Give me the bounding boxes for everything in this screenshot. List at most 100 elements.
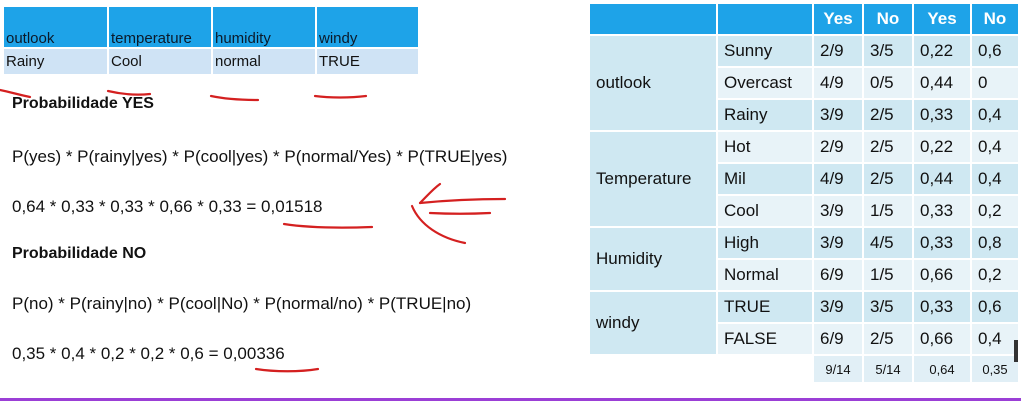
probability-cell: 3/9	[812, 98, 864, 132]
instance-header-outlook: outlook	[4, 7, 109, 48]
attribute-cell: outlook	[588, 34, 718, 132]
header-yes-prob: Yes	[912, 2, 972, 36]
table-row: windy TRUE 3/9 3/5 0,33 0,6	[588, 290, 1020, 356]
table-row: Temperature Hot 2/9 2/5 0,22 0,4	[588, 130, 1020, 228]
attribute-cell: Humidity	[588, 226, 718, 292]
probability-cell: 4/9	[812, 66, 864, 100]
no-heading: Probabilidade NO	[12, 245, 147, 262]
instance-table: outlook temperature humidity windy Rainy…	[4, 7, 420, 74]
probability-cell: 0,33	[912, 194, 972, 228]
probability-cell: 6/9	[812, 258, 864, 292]
value-label-cell: Overcast	[716, 66, 814, 100]
value-label-cell: Sunny	[716, 34, 814, 68]
underline-no-result	[254, 367, 320, 373]
arrow-shaft	[418, 197, 507, 205]
instance-value-outlook: Rainy	[4, 47, 109, 74]
probability-cell: 2/5	[862, 162, 914, 196]
probability-cell: 0,22	[912, 130, 972, 164]
table-row: Overcast 4/9 0/5 0,44 0	[589, 66, 1020, 100]
probability-cell: 2/5	[862, 130, 914, 164]
probability-cell: 0/5	[862, 66, 914, 100]
yes-calculation: 0,64 * 0,33 * 0,33 * 0,66 * 0,33 = 0,015…	[12, 197, 323, 216]
probability-cell: 3/5	[862, 290, 914, 324]
bottom-accent-bar	[0, 398, 1021, 401]
arrow-head-top	[418, 182, 442, 205]
total-yes-count: 9/14	[812, 354, 864, 384]
probability-cell: 0,4	[970, 130, 1020, 164]
table-row: Cool 3/9 1/5 0,33 0,2	[589, 194, 1020, 228]
probability-cell: 3/9	[812, 226, 864, 260]
instance-header-humidity: humidity	[212, 7, 317, 48]
table-row: outlook Sunny 2/9 3/5 0,22 0,6	[588, 34, 1020, 132]
no-formula: P(no) * P(rainy|no) * P(cool|No) * P(nor…	[12, 294, 472, 313]
yes-heading: Probabilidade YES	[12, 95, 154, 112]
value-label-cell: Mil	[716, 162, 814, 196]
attribute-cell: Temperature	[588, 130, 718, 228]
total-yes-prob: 0,64	[912, 354, 972, 384]
table-row: Normal 6/9 1/5 0,66 0,2	[589, 258, 1020, 292]
probability-cell: 1/5	[862, 194, 914, 228]
probability-cell: 0,6	[970, 34, 1020, 68]
underline-yes-result	[282, 222, 374, 229]
probability-cell: 0	[970, 66, 1020, 100]
probability-cell: 0,4	[970, 162, 1020, 196]
probability-cell: 4/5	[862, 226, 914, 260]
probability-cell: 0,33	[912, 98, 972, 132]
table-row: FALSE 6/9 2/5 0,66 0,4	[589, 322, 1020, 356]
totals-blank	[588, 354, 718, 384]
instance-header-windy: windy	[316, 7, 420, 48]
probability-cell: 0,44	[912, 66, 972, 100]
probability-cell: 0,33	[912, 290, 972, 324]
probability-table: Yes No Yes No outlook Sunny 2/9 3/5 0,22 0,6 O…	[588, 2, 1020, 384]
header-blank-attr	[588, 2, 718, 36]
instance-value-humidity: normal	[212, 47, 317, 74]
probability-cell: 0,4	[970, 322, 1020, 356]
probability-cell: 0,4	[970, 98, 1020, 132]
probability-cell: 3/5	[862, 34, 914, 68]
underline-normal	[209, 94, 260, 102]
value-label-cell: FALSE	[716, 322, 814, 356]
probability-cell: 0,66	[912, 258, 972, 292]
value-label-cell: Rainy	[716, 98, 814, 132]
header-blank-value	[716, 2, 814, 36]
probability-cell: 0,44	[912, 162, 972, 196]
probability-cell: 0,33	[912, 226, 972, 260]
arrow-head-bottom	[410, 204, 467, 245]
probability-cell: 4/9	[812, 162, 864, 196]
value-label-cell: Hot	[716, 130, 814, 164]
probability-cell: 0,2	[970, 194, 1020, 228]
probability-cell: 0,6	[970, 290, 1020, 324]
scroll-marker	[1014, 340, 1018, 362]
underline-true	[313, 94, 368, 99]
probability-cell: 0,2	[970, 258, 1020, 292]
table-row: Humidity High 3/9 4/5 0,33 0,8	[588, 226, 1020, 292]
header-yes-count: Yes	[812, 2, 864, 36]
probability-cell: 1/5	[862, 258, 914, 292]
probability-cell: 0,22	[912, 34, 972, 68]
no-calculation: 0,35 * 0,4 * 0,2 * 0,2 * 0,6 = 0,00336	[12, 344, 285, 363]
value-label-cell: Cool	[716, 194, 814, 228]
probability-cell: 0,8	[970, 226, 1020, 260]
instance-value-temperature: Cool	[108, 47, 213, 74]
value-label-cell: TRUE	[716, 290, 814, 324]
table-row: Mil 4/9 2/5 0,44 0,4	[589, 162, 1020, 196]
total-no-prob: 0,35	[970, 354, 1020, 384]
header-no-prob: No	[970, 2, 1020, 36]
total-no-count: 5/14	[862, 354, 914, 384]
attribute-cell: windy	[588, 290, 718, 356]
probability-table-body: outlook Sunny 2/9 3/5 0,22 0,6 Overcast 4/9 0/5 0…	[588, 34, 1020, 356]
totals-blank	[716, 354, 814, 384]
arrow-line-2	[428, 211, 492, 215]
probability-cell: 2/5	[862, 98, 914, 132]
probability-cell: 0,66	[912, 322, 972, 356]
instance-value-windy: TRUE	[316, 47, 420, 74]
value-label-cell: High	[716, 226, 814, 260]
probability-cell: 2/9	[812, 130, 864, 164]
probability-cell: 2/9	[812, 34, 864, 68]
value-label-cell: Normal	[716, 258, 814, 292]
probability-cell: 3/9	[812, 290, 864, 324]
yes-formula: P(yes) * P(rainy|yes) * P(cool|yes) * P(…	[12, 147, 508, 166]
instance-header-temperature: temperature	[108, 7, 213, 48]
table-row: Rainy 3/9 2/5 0,33 0,4	[589, 98, 1020, 132]
probability-cell: 2/5	[862, 322, 914, 356]
